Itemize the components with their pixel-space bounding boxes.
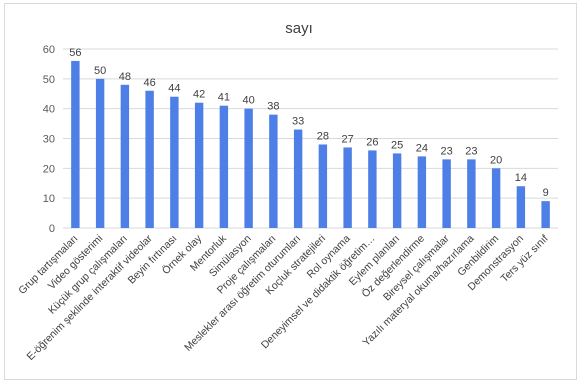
bar bbox=[120, 84, 130, 228]
y-tick-label: 20 bbox=[43, 163, 55, 175]
y-tick-label: 40 bbox=[43, 104, 55, 116]
bar-value-label: 26 bbox=[366, 136, 378, 148]
bar bbox=[541, 201, 550, 228]
bar bbox=[194, 102, 204, 228]
y-tick-label: 50 bbox=[43, 74, 55, 86]
bar-chart: sayı 0 10 20 30 40 50 60 56 50 48 46 44 42 41 40 38 33 2… bbox=[16, 20, 558, 363]
bar-value-label: 28 bbox=[317, 130, 329, 142]
bar-value-label: 14 bbox=[515, 172, 527, 184]
bar-value-label: 56 bbox=[69, 47, 81, 59]
y-axis-ticks: 0 10 20 30 40 50 60 bbox=[43, 44, 55, 235]
bar-value-label: 27 bbox=[342, 133, 354, 145]
bar-value-label: 9 bbox=[543, 187, 549, 199]
y-tick-label: 10 bbox=[43, 193, 55, 205]
bar-value-label: 44 bbox=[168, 83, 180, 95]
bar bbox=[71, 60, 80, 228]
bar-value-label: 41 bbox=[218, 92, 230, 104]
bar bbox=[417, 156, 427, 228]
data-labels: 56 50 48 46 44 42 41 40 38 33 28 27 26 25 24 23 23 20 14 9 bbox=[69, 47, 548, 199]
bar-value-label: 42 bbox=[193, 89, 205, 101]
bar-value-label: 24 bbox=[416, 142, 428, 154]
bar-value-label: 23 bbox=[441, 145, 453, 157]
y-tick-label: 0 bbox=[49, 223, 55, 235]
y-tick-label: 60 bbox=[43, 44, 55, 56]
bar bbox=[318, 144, 328, 228]
bar-value-label: 40 bbox=[243, 95, 255, 107]
bar bbox=[219, 105, 229, 228]
bar-value-label: 38 bbox=[267, 101, 279, 113]
bar bbox=[244, 108, 253, 228]
bar bbox=[442, 159, 451, 228]
bar bbox=[145, 90, 154, 229]
bar bbox=[491, 168, 501, 228]
bars bbox=[71, 60, 550, 229]
bar bbox=[170, 96, 179, 228]
chart-title: sayı bbox=[285, 20, 313, 37]
chart-frame: sayı 0 10 20 30 40 50 60 56 50 48 46 44 42 41 40 38 33 2… bbox=[4, 3, 577, 380]
bar-value-label: 20 bbox=[490, 154, 502, 166]
bar bbox=[392, 153, 402, 228]
bar-value-label: 46 bbox=[144, 77, 156, 89]
bar bbox=[516, 186, 526, 228]
bar bbox=[269, 114, 278, 228]
bar-value-label: 25 bbox=[391, 139, 403, 151]
y-tick-label: 30 bbox=[43, 134, 55, 146]
gridlines bbox=[63, 48, 558, 229]
bar-value-label: 50 bbox=[94, 65, 106, 77]
bar bbox=[467, 159, 476, 228]
bar-value-label: 48 bbox=[119, 71, 131, 83]
bar-value-label: 23 bbox=[465, 145, 477, 157]
bar bbox=[95, 78, 105, 228]
bar bbox=[343, 147, 352, 228]
bar bbox=[293, 129, 303, 228]
bar-value-label: 33 bbox=[292, 116, 304, 128]
bar bbox=[368, 150, 377, 228]
